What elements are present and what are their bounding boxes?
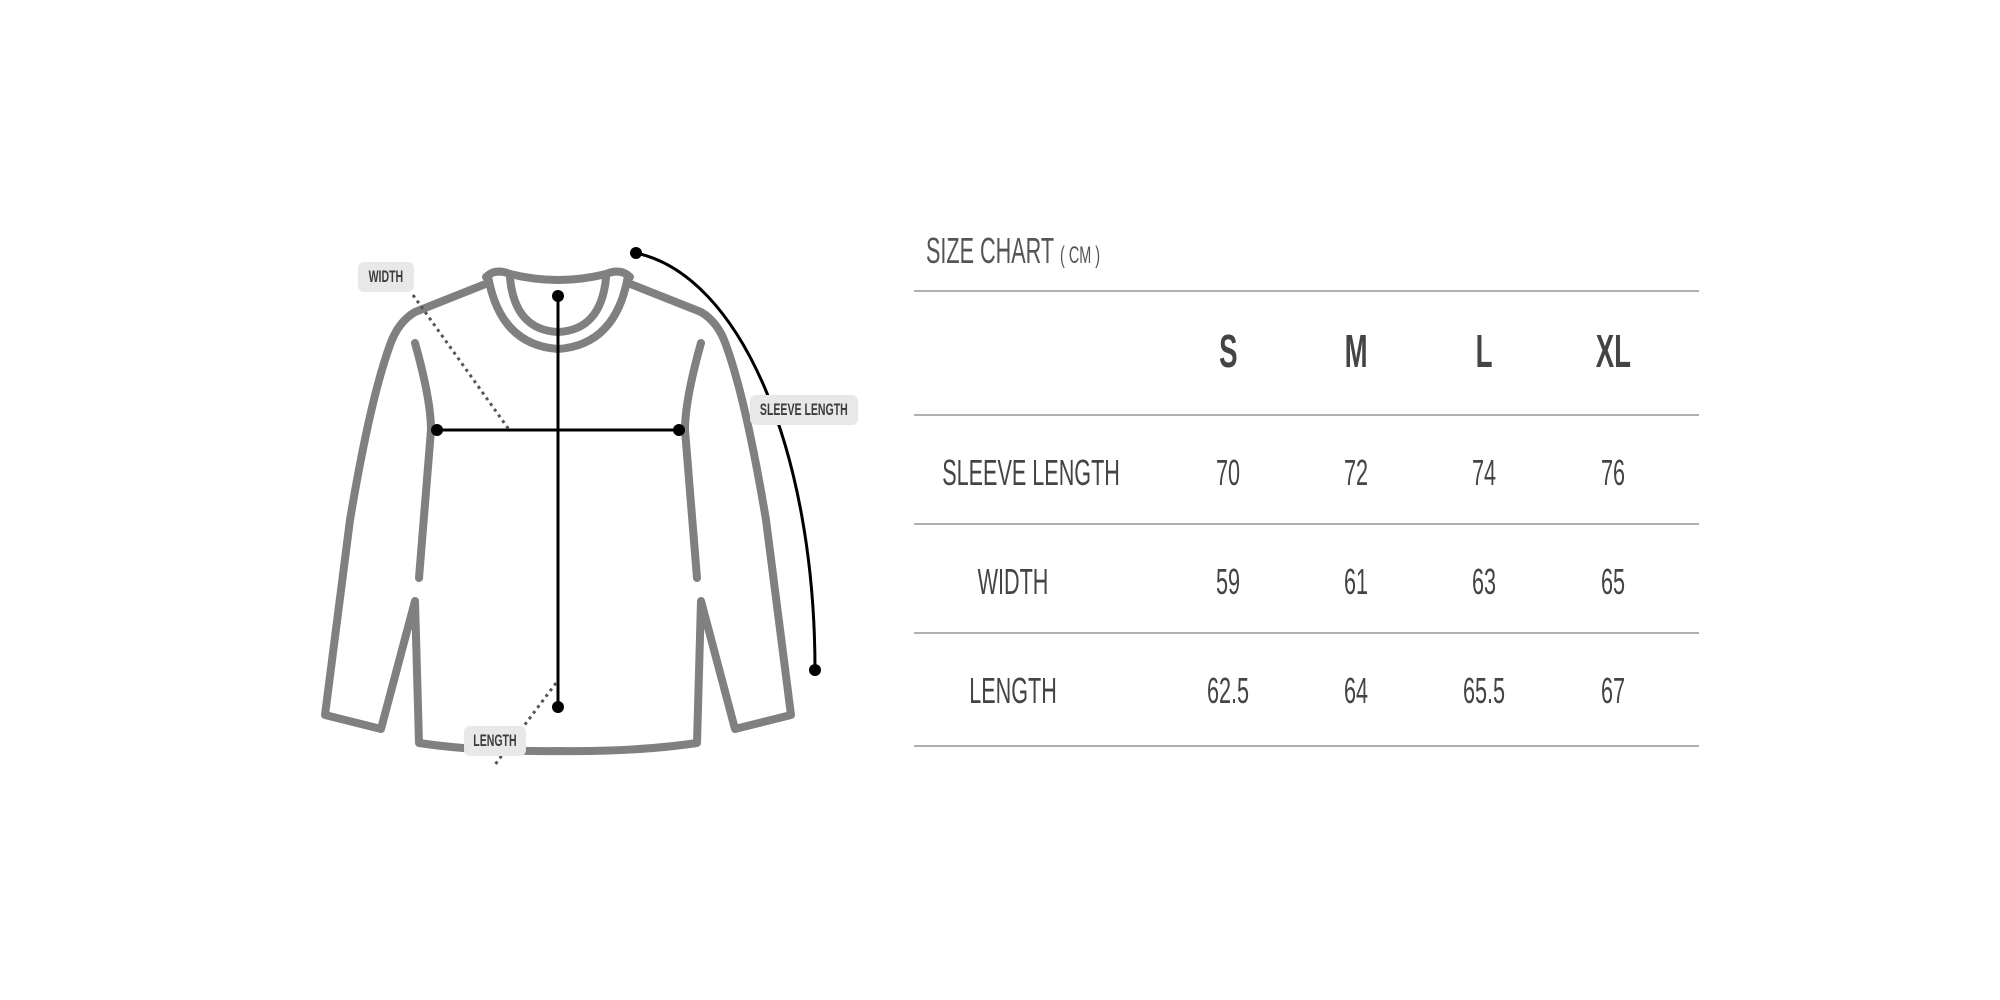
row-label: LENGTH bbox=[969, 670, 1057, 711]
cell-value: 59 bbox=[1215, 561, 1241, 602]
cell-value: 70 bbox=[1215, 452, 1241, 493]
cell-value: 64 bbox=[1343, 670, 1369, 711]
sleeve-bottom-dot bbox=[809, 664, 821, 676]
cell-value: 72 bbox=[1343, 452, 1369, 493]
cell-value: 76 bbox=[1600, 452, 1626, 493]
cell-value: 67 bbox=[1600, 670, 1626, 711]
size-header-s: S bbox=[1218, 325, 1238, 377]
cell-value: 63 bbox=[1471, 561, 1497, 602]
row-label: WIDTH bbox=[977, 561, 1049, 602]
size-header-xl: XL bbox=[1595, 325, 1631, 377]
width-label: WIDTH bbox=[358, 262, 414, 292]
size-header-l: L bbox=[1475, 325, 1493, 377]
sleeve-measure-arc bbox=[635, 251, 817, 671]
cell-value: 62.5 bbox=[1206, 670, 1250, 711]
cell-value: 74 bbox=[1471, 452, 1497, 493]
divider bbox=[914, 414, 1699, 416]
cell-value: 61 bbox=[1343, 561, 1369, 602]
left-armhole-seam bbox=[411, 339, 435, 582]
measure-dots bbox=[431, 247, 821, 713]
title-text: SIZE CHART bbox=[926, 230, 1055, 271]
size-header-m: M bbox=[1344, 325, 1368, 377]
sleeve-top-dot bbox=[630, 247, 642, 259]
divider bbox=[914, 290, 1699, 292]
collar-top bbox=[482, 267, 634, 284]
length-top-dot bbox=[552, 290, 564, 302]
width-right-dot bbox=[673, 424, 685, 436]
measure-lines bbox=[411, 251, 817, 767]
unit-text: ( CM ) bbox=[1060, 242, 1101, 269]
length-label: LENGTH bbox=[464, 726, 526, 756]
cell-value: 65.5 bbox=[1462, 670, 1506, 711]
length-bottom-dot bbox=[552, 701, 564, 713]
right-armhole-seam bbox=[681, 339, 705, 582]
divider bbox=[914, 632, 1699, 634]
sweater-body-outline bbox=[321, 279, 795, 756]
sweater-outline bbox=[321, 267, 795, 756]
divider bbox=[914, 745, 1699, 747]
size-chart-title: SIZE CHART( CM ) bbox=[926, 230, 1100, 272]
width-label-text: WIDTH bbox=[368, 267, 404, 286]
width-left-dot bbox=[431, 424, 443, 436]
cell-value: 65 bbox=[1600, 561, 1626, 602]
divider bbox=[914, 523, 1699, 525]
sleeve-length-label-text: SLEEVE LENGTH bbox=[760, 400, 848, 419]
row-label: SLEEVE LENGTH bbox=[942, 452, 1120, 493]
sleeve-length-label: SLEEVE LENGTH bbox=[750, 395, 858, 425]
length-label-text: LENGTH bbox=[473, 731, 517, 750]
